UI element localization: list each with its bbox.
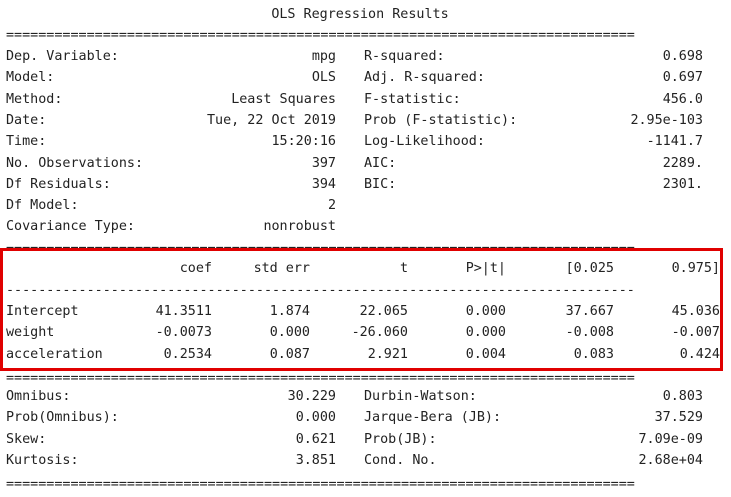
coef-cell: 0.000	[269, 325, 310, 341]
double-separator-bottom: ========================================…	[6, 477, 635, 492]
diag-label: Cond. No.	[364, 452, 437, 468]
summary-label: Covariance Type:	[6, 219, 135, 235]
coef-header-cell: [0.025	[565, 261, 614, 276]
coef-cell: 2.921	[367, 346, 408, 362]
summary-value: 2301.	[662, 176, 703, 192]
summary-label: Log-Likelihood:	[364, 134, 485, 150]
coef-cell: -26.060	[351, 325, 408, 341]
summary-label: R-squared:	[364, 49, 445, 64]
summary-label: Df Model:	[6, 198, 79, 214]
summary-value: 456.0	[662, 91, 703, 107]
summary-label: Df Residuals:	[6, 176, 111, 192]
page-title: OLS Regression Results	[271, 7, 449, 22]
diag-value: 37.529	[654, 410, 703, 426]
coef-cell: 0.000	[465, 325, 506, 341]
diag-label: Prob(JB):	[364, 431, 437, 447]
diag-value: 0.000	[295, 410, 336, 426]
summary-label: BIC:	[364, 176, 397, 192]
coef-cell: 0.424	[679, 346, 720, 362]
coef-row-name: weight	[6, 325, 55, 341]
coef-cell: 0.004	[465, 346, 506, 362]
summary-label: Dep. Variable:	[6, 49, 119, 64]
double-separator-top: ========================================…	[6, 28, 635, 43]
diag-value: 30.229	[287, 389, 336, 404]
summary-value: mpg	[311, 49, 336, 64]
summary-label: AIC:	[364, 155, 397, 171]
coef-cell: -0.008	[565, 325, 614, 341]
summary-label: Time:	[6, 134, 47, 150]
coef-cell: 0.087	[269, 346, 310, 362]
summary-value: Least Squares	[231, 91, 336, 107]
coef-cell: -0.007	[671, 325, 720, 341]
coef-cell: 0.000	[465, 304, 506, 319]
coef-cell: 41.3511	[155, 304, 212, 319]
summary-value: OLS	[311, 70, 336, 86]
summary-value: 2.95e-103	[630, 112, 703, 128]
summary-label: Model:	[6, 70, 55, 86]
coef-header-cell: coef	[179, 261, 212, 276]
summary-label: Prob (F-statistic):	[364, 112, 518, 128]
summary-label: Adj. R-squared:	[364, 70, 485, 86]
summary-value: Tue, 22 Oct 2019	[207, 112, 336, 128]
summary-value: 15:20:16	[271, 134, 337, 150]
diag-value: 3.851	[295, 452, 336, 468]
summary-value: -1141.7	[646, 134, 703, 150]
coef-cell: 0.2534	[163, 346, 212, 362]
coef-row-name: Intercept	[6, 304, 79, 319]
summary-value: 0.697	[662, 70, 703, 86]
summary-value: 394	[311, 176, 336, 192]
coef-cell: 45.036	[671, 304, 720, 319]
coef-header-cell: std err	[253, 261, 310, 276]
coef-header-cell: P>|t|	[465, 261, 506, 276]
double-separator-diag: ========================================…	[6, 371, 635, 386]
summary-value: 0.698	[662, 49, 703, 64]
diag-label: Prob(Omnibus):	[6, 410, 119, 426]
diag-label: Omnibus:	[6, 389, 71, 404]
coef-cell: -0.0073	[155, 325, 212, 341]
summary-label: Date:	[6, 112, 47, 128]
single-separator: ----------------------------------------…	[6, 283, 635, 298]
diag-value: 7.09e-09	[638, 431, 704, 447]
summary-value: 2289.	[662, 155, 703, 171]
coef-cell: 37.667	[565, 304, 614, 319]
diag-label: Durbin-Watson:	[364, 389, 477, 404]
summary-label: Method:	[6, 91, 63, 107]
coef-header-cell: t	[399, 261, 408, 276]
summary-value: nonrobust	[263, 219, 336, 235]
coef-cell: 1.874	[269, 304, 310, 319]
coef-cell: 0.083	[573, 346, 614, 362]
diag-label: Skew:	[6, 431, 47, 447]
coef-cell: 22.065	[359, 304, 408, 319]
summary-label: F-statistic:	[364, 91, 461, 107]
highlight-box	[0, 248, 723, 371]
diag-label: Jarque-Bera (JB):	[364, 410, 502, 426]
coef-row-name: acceleration	[6, 346, 103, 362]
diag-label: Kurtosis:	[6, 452, 79, 468]
summary-label: No. Observations:	[6, 155, 144, 171]
summary-value: 2	[327, 198, 336, 214]
diag-value: 2.68e+04	[638, 452, 704, 468]
summary-value: 397	[311, 155, 336, 171]
coef-header-cell: 0.975]	[671, 261, 720, 276]
diag-value: 0.621	[295, 431, 336, 447]
diag-value: 0.803	[662, 389, 703, 404]
